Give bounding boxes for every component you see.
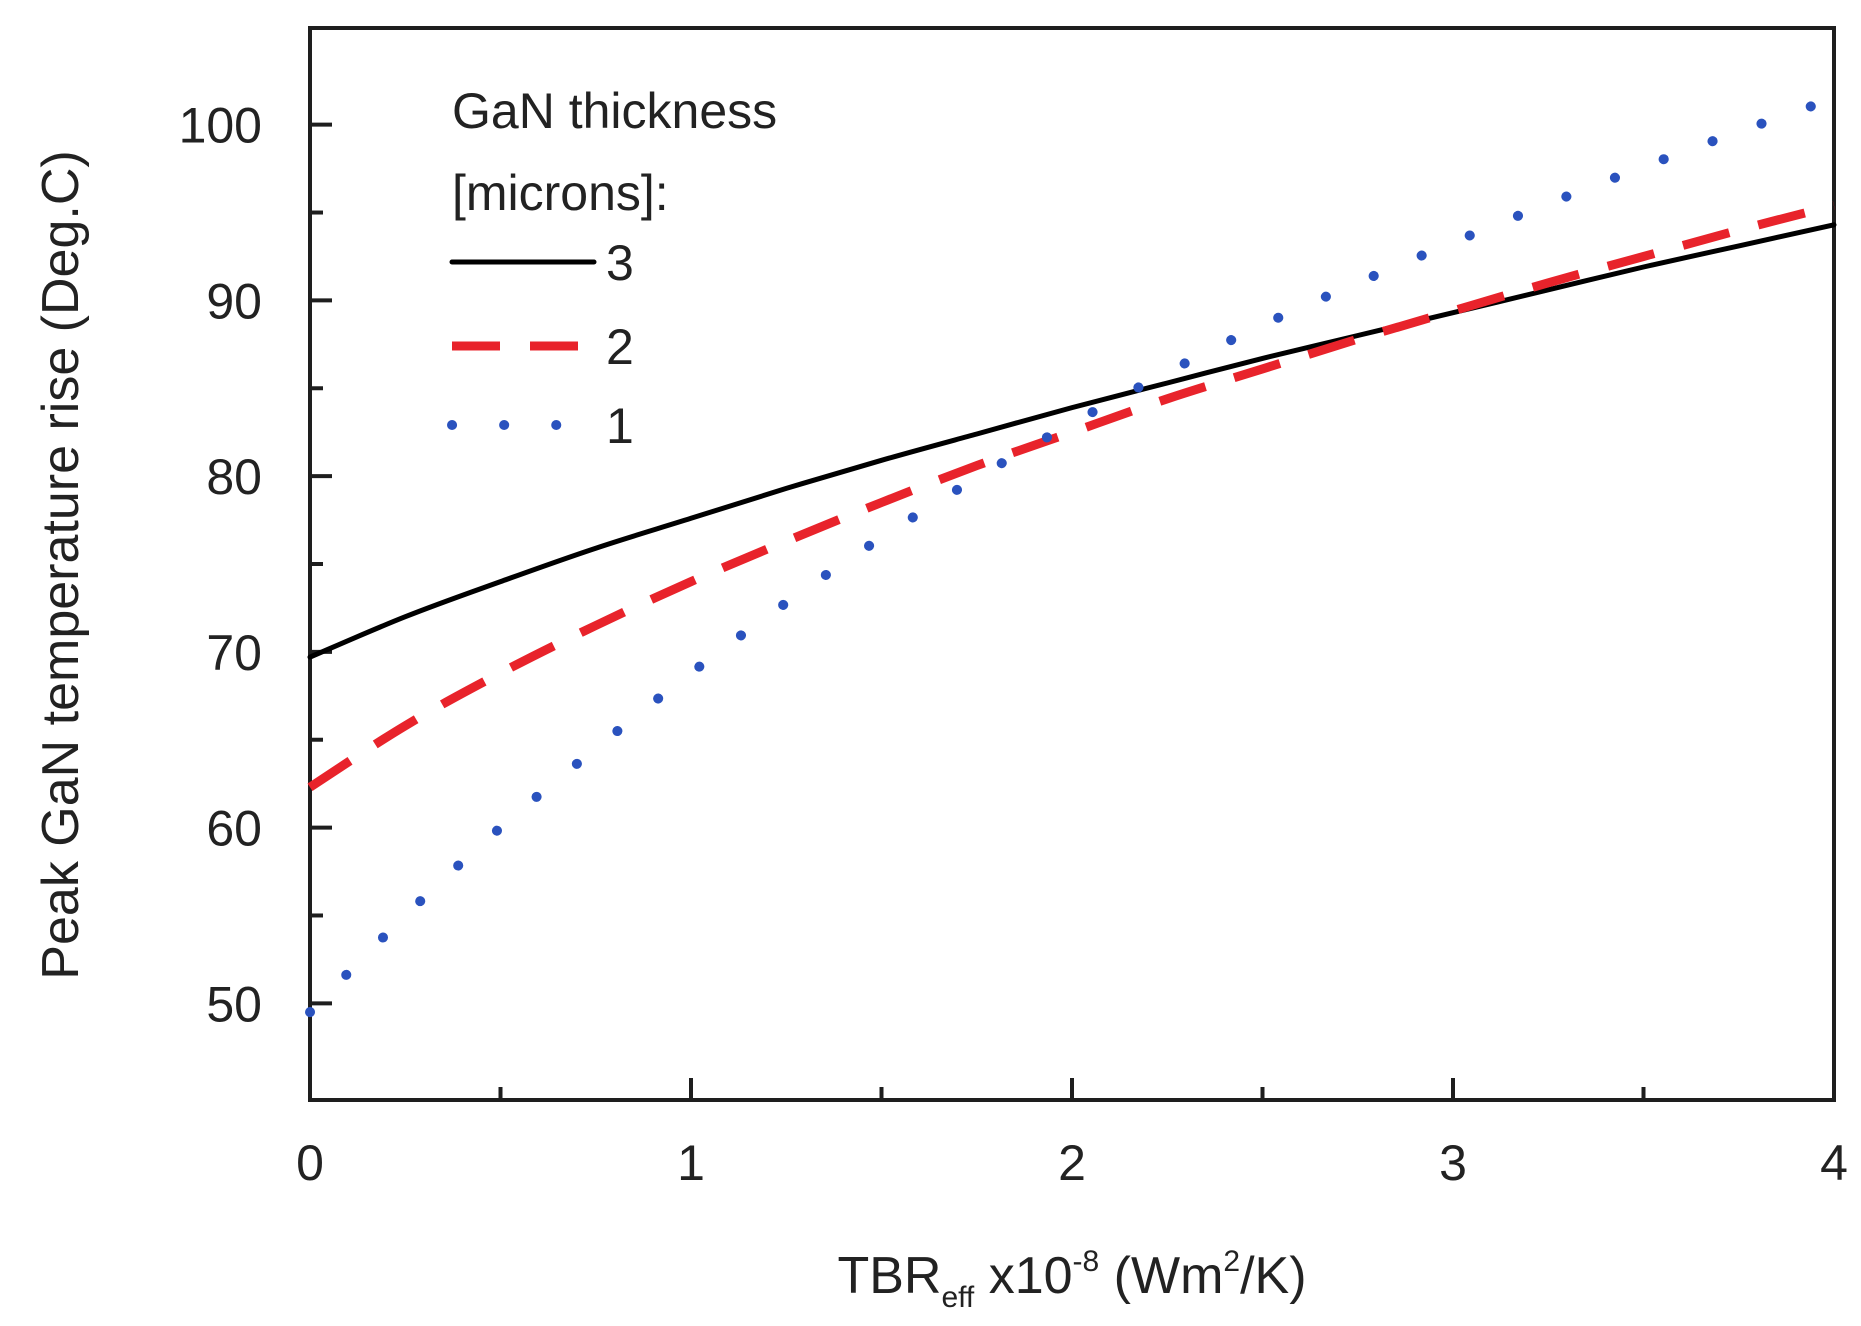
y-tick-label: 60 xyxy=(206,801,262,857)
x-tick-label: 4 xyxy=(1820,1135,1848,1191)
legend-label-1: 1 xyxy=(606,398,634,454)
y-tick-label: 90 xyxy=(206,273,262,329)
series-line-1 xyxy=(305,93,1839,1018)
y-tick-label: 100 xyxy=(179,98,262,154)
x-axis-title-subscript: eff xyxy=(941,1281,974,1314)
x-axis-title: TBReff x10-8 (Wm2/K) xyxy=(837,1245,1306,1314)
x-axis-title-multiplier: x10 xyxy=(974,1247,1072,1305)
series-line-3 xyxy=(307,222,1837,660)
y-axis-title: Peak GaN temperature rise (Deg.C) xyxy=(32,150,90,979)
y-tick-label: 50 xyxy=(206,976,262,1032)
series-lines xyxy=(305,93,1839,1018)
legend: GaN thickness [microns]: 3 2 1 xyxy=(447,83,777,454)
legend-label-2: 2 xyxy=(606,319,634,375)
y-tick-label: 70 xyxy=(206,625,262,681)
y-tick-label: 80 xyxy=(206,449,262,505)
x-tick-label: 2 xyxy=(1058,1135,1086,1191)
x-tick-label: 3 xyxy=(1439,1135,1467,1191)
x-axis-title-unit-exponent: 2 xyxy=(1223,1245,1240,1278)
x-tick-label: 1 xyxy=(677,1135,705,1191)
series-line-2 xyxy=(307,201,1836,791)
x-axis-title-multiplier-exponent: -8 xyxy=(1073,1245,1100,1278)
legend-label-3: 3 xyxy=(606,235,634,291)
x-tick-label: 0 xyxy=(296,1135,324,1191)
x-axis-title-unit: (Wm xyxy=(1099,1247,1223,1305)
legend-title-line1: GaN thickness xyxy=(452,83,777,139)
axis-ticks xyxy=(308,122,1836,1100)
x-axis-title-unit-suffix: /K) xyxy=(1240,1247,1306,1305)
axis-tick-labels: 0 1 2 3 4 50 60 70 80 90 100 xyxy=(179,98,1848,1191)
x-axis-title-base: TBR xyxy=(837,1247,941,1305)
legend-title-line2: [microns]: xyxy=(452,165,669,221)
legend-entries: 3 2 1 xyxy=(447,235,634,454)
